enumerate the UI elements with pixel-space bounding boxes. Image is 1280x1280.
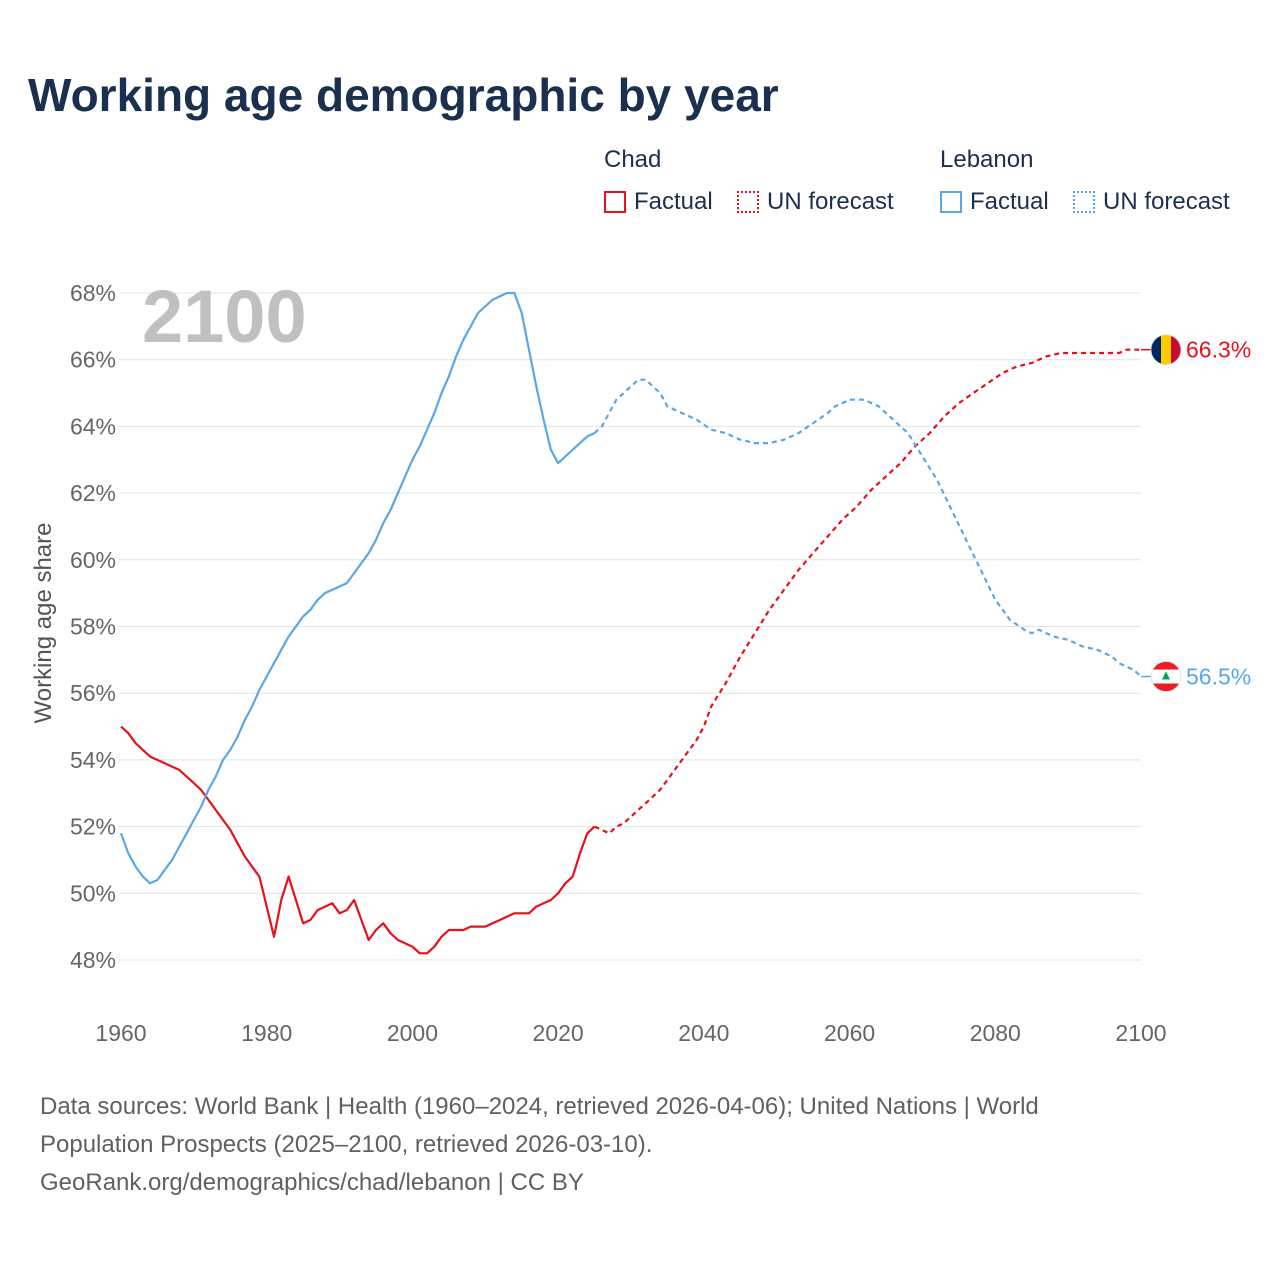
line-chart: 48%50%52%54%56%58%60%62%64%66%68% 1960 19… [30, 275, 1251, 1046]
chad-end-value-label: 66.3% [1186, 337, 1251, 363]
x-tick-label: 2040 [678, 1020, 729, 1046]
legend-dotted-swatch [737, 191, 759, 213]
y-tick-label: 54% [70, 747, 116, 773]
legend-lebanon-factual-label: Factual [970, 188, 1049, 215]
y-axis-title: Working age share [30, 523, 57, 724]
legend-lebanon-name: Lebanon [940, 146, 1034, 173]
end-markers: 66.3% 56.5% [1141, 334, 1251, 692]
chad-forecast-line [594, 348, 1141, 835]
legend-chad-forecast-label: UN forecast [767, 188, 894, 215]
legend-lebanon-factual[interactable]: Factual [940, 188, 1049, 216]
grid-lines [119, 292, 1141, 961]
y-tick-label: 62% [70, 480, 116, 506]
y-tick-label: 66% [70, 347, 116, 373]
y-tick-label: 50% [70, 880, 116, 906]
x-tick-label: 2100 [1115, 1020, 1166, 1046]
chart-title: Working age demographic by year [28, 69, 779, 121]
y-tick-label: 56% [70, 680, 116, 706]
source-line-1: Data sources: World Bank | Health (1960–… [40, 1093, 1039, 1120]
y-tick-label: 64% [70, 413, 116, 439]
legend-solid-swatch [940, 191, 962, 213]
legend-lebanon-forecast-label: UN forecast [1103, 188, 1230, 215]
x-tick-label: 1960 [95, 1020, 146, 1046]
y-axis-ticks: 48% 50% 52% 54% 56% 58% 60% 62% 64% 66% 68% [70, 280, 116, 973]
series-lines [119, 291, 1142, 955]
legend-chad-factual-label: Factual [634, 188, 713, 215]
x-tick-label: 1980 [241, 1020, 292, 1046]
x-tick-label: 2080 [970, 1020, 1021, 1046]
x-tick-label: 2060 [824, 1020, 875, 1046]
legend-chad-name: Chad [604, 146, 662, 173]
x-axis-ticks: 1960 1980 2000 2020 2040 2060 2080 2100 [95, 1020, 1166, 1046]
source-line-3: GeoRank.org/demographics/chad/lebanon | … [40, 1169, 584, 1196]
lebanon-factual-line [119, 291, 596, 885]
year-watermark: 2100 [142, 275, 307, 358]
legend-chad-forecast[interactable]: UN forecast [737, 188, 894, 216]
x-tick-label: 2000 [387, 1020, 438, 1046]
y-tick-label: 68% [70, 280, 116, 306]
legend-chad-factual[interactable]: Factual [604, 188, 713, 216]
legend-lebanon-forecast[interactable]: UN forecast [1073, 188, 1230, 216]
source-note: Data sources: World Bank | Health (1960–… [40, 1088, 1240, 1202]
legend-dotted-swatch [1073, 191, 1095, 213]
y-tick-label: 58% [70, 614, 116, 640]
y-tick-label: 60% [70, 547, 116, 573]
source-line-2: Population Prospects (2025–2100, retriev… [40, 1131, 653, 1158]
lebanon-forecast-line [593, 378, 1142, 678]
lebanon-flag-icon [1150, 661, 1182, 692]
x-tick-label: 2020 [533, 1020, 584, 1046]
chad-flag-icon [1150, 334, 1182, 366]
chad-factual-line [120, 725, 596, 955]
legend-solid-swatch [604, 191, 626, 213]
y-tick-label: 52% [70, 814, 116, 840]
lebanon-end-value-label: 56.5% [1186, 664, 1251, 690]
y-tick-label: 48% [70, 947, 116, 973]
